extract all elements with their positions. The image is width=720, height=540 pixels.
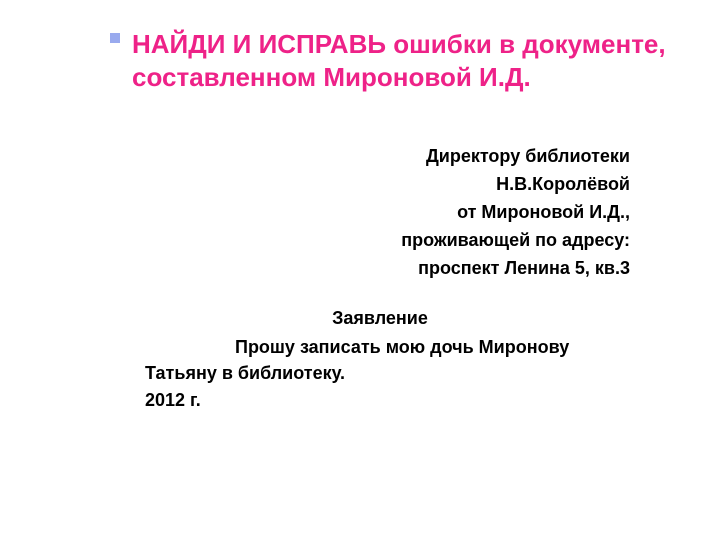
statement-heading: Заявление (50, 308, 670, 329)
title-text-column: НАЙДИ И ИСПРАВЬ ошибки в документе, сост… (132, 28, 670, 93)
bullet-icon (110, 33, 120, 43)
address-line: проживающей по адресу: (50, 227, 630, 255)
slide-title: НАЙДИ И ИСПРАВЬ ошибки в документе, сост… (132, 29, 666, 92)
address-line: Директору библиотеки (50, 143, 630, 171)
slide-container: НАЙДИ И ИСПРАВЬ ошибки в документе, сост… (0, 0, 720, 540)
statement-date: 2012 г. (145, 390, 670, 411)
address-line: Н.В.Королёвой (50, 171, 630, 199)
bullet-column (110, 28, 132, 56)
title-block: НАЙДИ И ИСПРАВЬ ошибки в документе, сост… (110, 28, 670, 93)
title-wrapper: НАЙДИ И ИСПРАВЬ ошибки в документе, сост… (110, 28, 670, 93)
address-line: от Мироновой И.Д., (50, 199, 630, 227)
address-block: Директору библиотеки Н.В.Королёвой от Ми… (50, 143, 630, 282)
statement-body: Прошу записать мою дочь Миронову Татьяну… (145, 335, 640, 385)
address-line: проспект Ленина 5, кв.3 (50, 255, 630, 283)
